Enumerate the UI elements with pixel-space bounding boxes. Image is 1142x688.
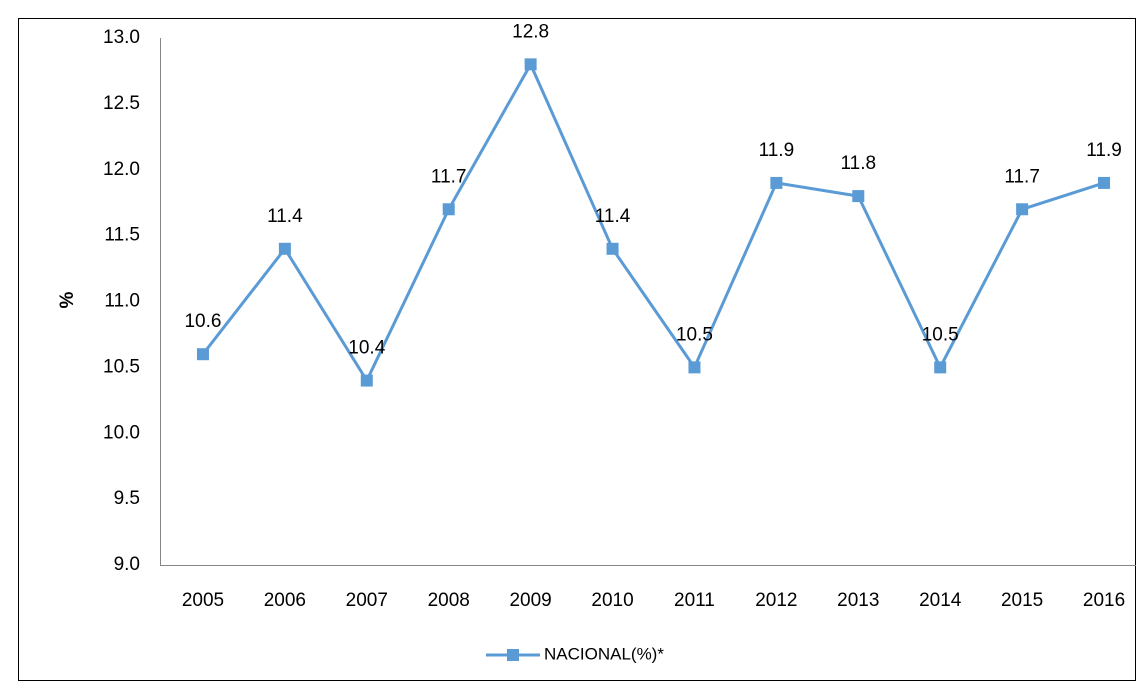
legend-marker <box>507 649 519 661</box>
data-label: 12.8 <box>512 21 549 42</box>
data-label: 10.4 <box>348 338 385 359</box>
y-tick-label: 13.0 <box>103 27 140 48</box>
y-tick-label: 9.5 <box>114 488 140 509</box>
data-label: 10.5 <box>922 324 959 345</box>
data-label: 11.4 <box>595 206 631 227</box>
y-tick-label: 11.5 <box>104 225 140 246</box>
x-tick-label: 2013 <box>837 590 879 611</box>
point-marker <box>1098 176 1111 189</box>
y-tick-label: 11.0 <box>104 291 140 312</box>
y-tick-label: 12.5 <box>103 93 140 114</box>
point-marker <box>606 242 619 255</box>
x-tick-label: 2012 <box>755 590 797 611</box>
point-marker <box>278 242 291 255</box>
x-tick-label: 2005 <box>182 590 224 611</box>
x-tick-label: 2016 <box>1083 590 1125 611</box>
y-tick-label: 10.0 <box>103 422 140 443</box>
data-label: 11.7 <box>1004 166 1040 187</box>
chart-frame <box>18 18 1136 681</box>
point-marker <box>852 190 865 203</box>
data-label: 11.8 <box>841 153 877 174</box>
legend-label: NACIONAL(%)* <box>544 644 664 663</box>
x-tick-label: 2008 <box>428 590 470 611</box>
y-tick-label: 12.0 <box>103 159 140 180</box>
point-marker <box>196 348 209 361</box>
point-marker <box>770 176 783 189</box>
y-tick-label: 9.0 <box>114 554 140 575</box>
y-tick-label: 10.5 <box>103 356 140 377</box>
point-marker <box>688 361 701 374</box>
data-label: 10.5 <box>676 324 713 345</box>
x-tick-label: 2014 <box>919 590 962 611</box>
x-tick-label: 2010 <box>591 590 633 611</box>
x-tick-label: 2009 <box>509 590 551 611</box>
x-tick-label: 2006 <box>264 590 306 611</box>
data-label: 11.9 <box>1086 140 1122 161</box>
y-axis-label: % <box>57 291 78 308</box>
x-tick-label: 2007 <box>346 590 388 611</box>
x-tick-label: 2011 <box>674 590 715 611</box>
data-label: 11.7 <box>431 166 467 187</box>
series-line <box>201 61 1105 384</box>
x-tick-label: 2015 <box>1001 590 1043 611</box>
data-label: 11.9 <box>759 140 795 161</box>
point-marker <box>442 203 455 216</box>
point-marker <box>934 361 947 374</box>
data-label: 11.4 <box>267 206 303 227</box>
point-marker <box>1016 203 1029 216</box>
data-label: 10.6 <box>184 311 221 332</box>
point-marker <box>360 374 373 387</box>
point-marker <box>524 58 537 71</box>
